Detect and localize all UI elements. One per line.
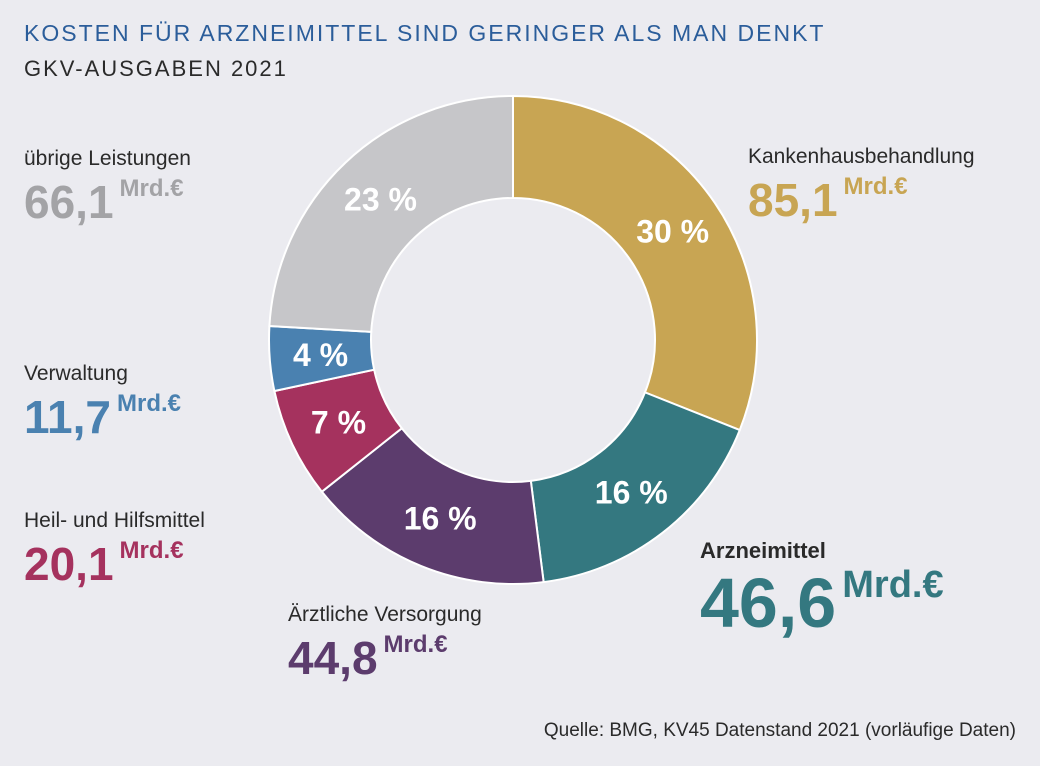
- slice-aerztliche: [320, 426, 545, 585]
- label-heilmittel-value: 20,1: [24, 538, 114, 590]
- chart-subtitle: GKV-AUSGABEN 2021: [24, 56, 288, 81]
- slice-arzneimittel: [529, 391, 742, 584]
- label-aerztliche-value: 44,8: [288, 632, 378, 684]
- label-arzneimittel-value: 46,6: [700, 564, 837, 642]
- label-heilmittel: Heil- und Hilfsmittel 20,1 Mrd.€: [24, 510, 205, 587]
- label-aerztliche: Ärztliche Versorgung 44,8 Mrd.€: [288, 604, 482, 681]
- label-krankenhaus-name: Kankenhausbehandlung: [748, 145, 975, 168]
- label-verwaltung-value: 11,7: [24, 391, 111, 443]
- label-verwaltung-name: Verwaltung: [24, 362, 128, 385]
- label-krankenhaus: Kankenhausbehandlung 85,1 Mrd.€: [748, 146, 975, 223]
- pct-label-aerztliche: 16 %: [404, 501, 477, 537]
- pct-label-heilmittel: 7 %: [311, 404, 366, 440]
- label-aerztliche-unit: Mrd.€: [383, 631, 448, 658]
- source-note: Quelle: BMG, KV45 Datenstand 2021 (vorlä…: [543, 720, 1016, 741]
- label-uebrige-name: übrige Leistungen: [24, 147, 191, 170]
- label-uebrige-value: 66,1: [24, 176, 114, 228]
- pct-label-uebrige: 23 %: [344, 182, 417, 218]
- label-heilmittel-unit: Mrd.€: [119, 537, 184, 564]
- chart-title: KOSTEN FÜR ARZNEIMITTEL SIND GERINGER AL…: [24, 20, 826, 46]
- slice-uebrige: [268, 94, 514, 333]
- label-aerztliche-name: Ärztliche Versorgung: [288, 603, 482, 626]
- label-krankenhaus-unit: Mrd.€: [843, 173, 908, 200]
- label-arzneimittel-name: Arzneimittel: [700, 538, 826, 563]
- slice-krankenhaus: [512, 94, 758, 432]
- pct-label-verwaltung: 4 %: [293, 337, 348, 373]
- label-krankenhaus-value: 85,1: [748, 174, 838, 226]
- label-uebrige-unit: Mrd.€: [119, 175, 184, 202]
- label-arzneimittel-unit: Mrd.€: [842, 564, 944, 606]
- label-verwaltung-unit: Mrd.€: [117, 390, 182, 417]
- pct-label-krankenhaus: 30 %: [636, 214, 709, 250]
- label-uebrige: übrige Leistungen 66,1 Mrd.€: [24, 148, 191, 225]
- label-verwaltung: Verwaltung 11,7 Mrd.€: [24, 363, 181, 440]
- pct-label-arzneimittel: 16 %: [595, 475, 668, 511]
- label-arzneimittel: Arzneimittel 46,6 Mrd.€: [700, 538, 944, 639]
- label-heilmittel-name: Heil- und Hilfsmittel: [24, 509, 205, 532]
